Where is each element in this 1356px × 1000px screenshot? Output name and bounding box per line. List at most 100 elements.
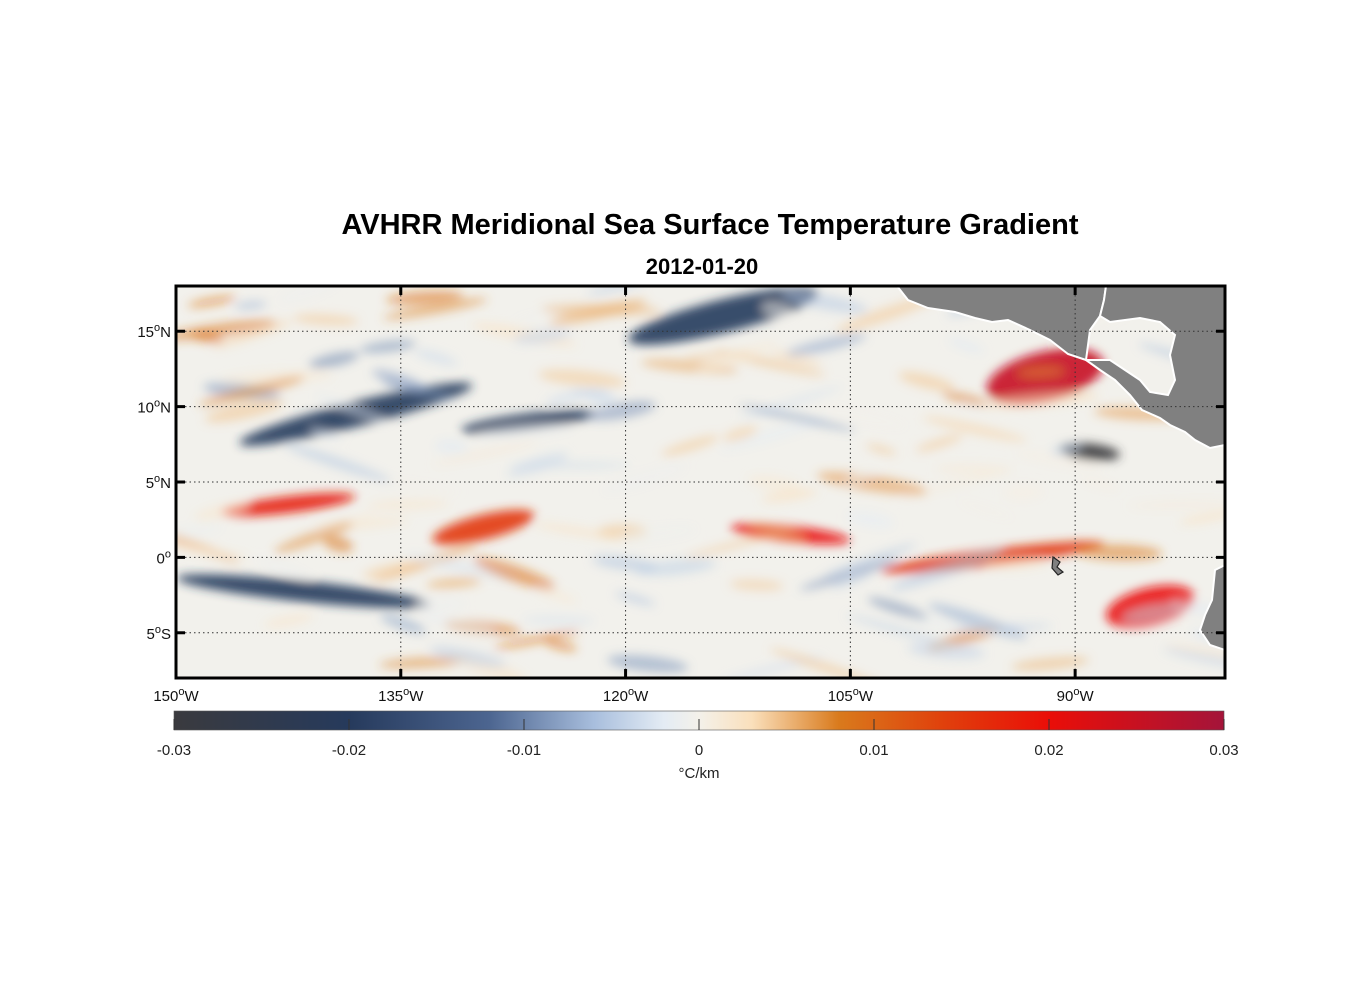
field-streak (277, 286, 342, 304)
field-streak (748, 523, 806, 542)
field-streak (770, 351, 823, 366)
field-streak (346, 509, 378, 523)
field-streak (979, 392, 1100, 409)
colorbar-ticks: -0.03 -0.02 -0.01 0 0.01 0.02 0.03 (157, 719, 1239, 759)
field-streak (846, 511, 894, 529)
field-streak (748, 475, 802, 492)
colorbar-label: °C/km (679, 765, 720, 782)
field-streak (607, 654, 689, 673)
field-streak (720, 417, 829, 451)
field-streak (212, 320, 293, 348)
y-tick-label: 5oN (146, 473, 171, 492)
y-tick-label: 10oN (137, 398, 171, 417)
colorbar-tick-label: 0 (695, 742, 703, 759)
colorbar-tick-label: 0.02 (1034, 742, 1063, 759)
front-negative (239, 382, 473, 446)
field-streak (760, 301, 793, 317)
field-streak (729, 579, 784, 591)
field-streak (1075, 544, 1163, 561)
field-streak (723, 426, 758, 442)
land (895, 286, 1225, 652)
field-streak (432, 441, 539, 466)
field-streak (264, 614, 314, 628)
field-streak (831, 572, 871, 589)
x-tick-label: 90oW (1057, 686, 1095, 705)
field-streak (383, 298, 488, 320)
x-tick-label: 120oW (603, 686, 649, 705)
field-streak (541, 304, 661, 316)
field-streak (426, 577, 482, 589)
field-streak (1079, 477, 1120, 491)
field-streak (867, 597, 928, 620)
field-streak (544, 640, 577, 652)
colorbar-tick-label: -0.01 (507, 742, 541, 759)
x-tick-label: 150oW (153, 686, 199, 705)
field-streak (513, 329, 571, 344)
axis-ticks: 150oW 135oW 120oW 105oW 90oW 15oN 10oN 5oN 0o 5oS (137, 286, 1225, 705)
x-tick-label: 135oW (378, 686, 424, 705)
field-streak (957, 499, 1014, 520)
field-streak (205, 399, 284, 423)
field-streak (661, 435, 720, 456)
field-streak (982, 557, 1049, 569)
field-streak (781, 291, 868, 314)
y-tick-label: 0o (157, 548, 171, 567)
colorbar-tick-label: -0.02 (332, 742, 366, 759)
field-streak (187, 295, 237, 308)
colorbar: -0.03 -0.02 -0.01 0 0.01 0.02 0.03 °C/km (157, 710, 1239, 782)
field-streak (1164, 644, 1225, 663)
field-streak (1011, 656, 1090, 671)
field-streak (634, 559, 717, 576)
front-negative (176, 574, 431, 609)
field-streak (414, 349, 458, 366)
field-streak (570, 389, 612, 398)
graticule (176, 286, 1225, 678)
field-streak (592, 555, 658, 571)
field-streak (421, 615, 496, 633)
land-central-america (1082, 286, 1225, 450)
field-streak (813, 405, 907, 429)
field-streak (696, 340, 778, 374)
field-streak (1003, 484, 1044, 501)
field-streak (898, 371, 955, 392)
field-streak (951, 623, 1052, 633)
field-streak (844, 469, 878, 484)
y-tick-label: 5oS (147, 624, 171, 643)
field-streak (434, 439, 468, 454)
field-streak (739, 405, 856, 431)
field-streak (194, 502, 250, 520)
field-streak (817, 471, 928, 495)
field-streak (836, 295, 938, 333)
field-streak (308, 427, 343, 440)
field-streak (257, 558, 314, 581)
field-streak (823, 543, 917, 578)
field-streak (234, 301, 267, 310)
field-streak (220, 370, 334, 385)
field-streak (176, 542, 251, 558)
y-tick-label: 15oN (137, 322, 171, 341)
field-streak (935, 464, 1012, 475)
field-streak (315, 395, 388, 422)
colorbar-tick-label: 0.03 (1209, 742, 1238, 759)
field-streak (1162, 647, 1225, 672)
front-negative (461, 410, 596, 434)
field-streak (429, 645, 507, 668)
front-positive (432, 509, 535, 545)
field-streak (786, 334, 867, 356)
field-streak (176, 319, 277, 341)
field-streak (922, 416, 1027, 442)
front-positive (221, 492, 356, 517)
field-streak (761, 488, 818, 503)
field-streak (386, 290, 464, 305)
field-streak (1015, 451, 1104, 470)
field-streak (308, 351, 360, 369)
field-streak (274, 522, 354, 553)
field-streak (615, 592, 656, 606)
field-streak (866, 444, 897, 455)
field-streak (475, 422, 577, 439)
field-streak (367, 499, 449, 510)
field-streak (899, 469, 1014, 499)
field-streak (1122, 603, 1183, 623)
map-panel: 150oW 135oW 120oW 105oW 90oW 15oN 10oN 5oN 0o 5oS (137, 284, 1227, 705)
